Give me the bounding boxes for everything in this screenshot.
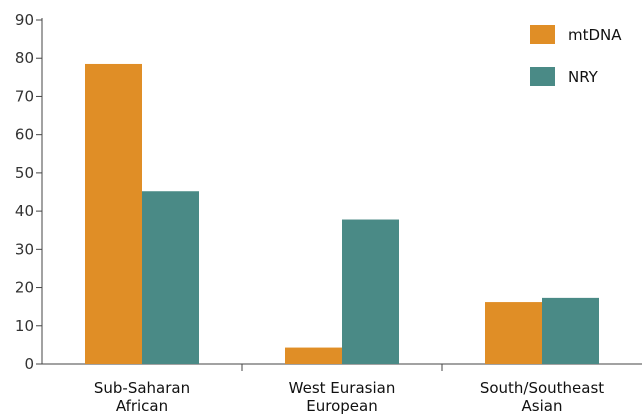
bar-mtdna xyxy=(85,63,142,364)
y-tick-label: 70 xyxy=(15,87,34,105)
x-tick-label: West Eurasian European xyxy=(289,379,396,415)
y-axis-ticks: 0 10 20 30 40 50 60 70 80 90 xyxy=(15,11,42,373)
y-tick-label: 50 xyxy=(15,164,34,182)
legend-label: NRY xyxy=(568,68,599,86)
legend: mtDNA NRY xyxy=(530,25,622,86)
x-tick-label: South/Southeast Asian xyxy=(480,379,604,415)
legend-swatch xyxy=(530,25,555,44)
bar-mtdna xyxy=(485,302,542,364)
y-tick-label: 30 xyxy=(15,240,34,258)
legend-swatch xyxy=(530,67,555,86)
y-tick-label: 90 xyxy=(15,11,34,29)
bar-nry xyxy=(542,297,599,364)
y-tick-label: 40 xyxy=(15,202,34,220)
bars xyxy=(85,63,599,364)
y-tick-label: 80 xyxy=(15,49,34,67)
legend-label: mtDNA xyxy=(568,26,622,44)
x-axis-ticks: Sub-Saharan African West Eurasian European S… xyxy=(94,364,604,415)
y-tick-label: 0 xyxy=(24,355,34,373)
y-tick-label: 20 xyxy=(15,279,34,297)
y-tick-label: 60 xyxy=(15,126,34,144)
y-tick-label: 10 xyxy=(15,317,34,335)
bar-nry xyxy=(342,219,399,364)
bar-nry xyxy=(142,191,199,364)
x-tick-label: Sub-Saharan African xyxy=(94,379,190,415)
bar-mtdna xyxy=(285,347,342,364)
